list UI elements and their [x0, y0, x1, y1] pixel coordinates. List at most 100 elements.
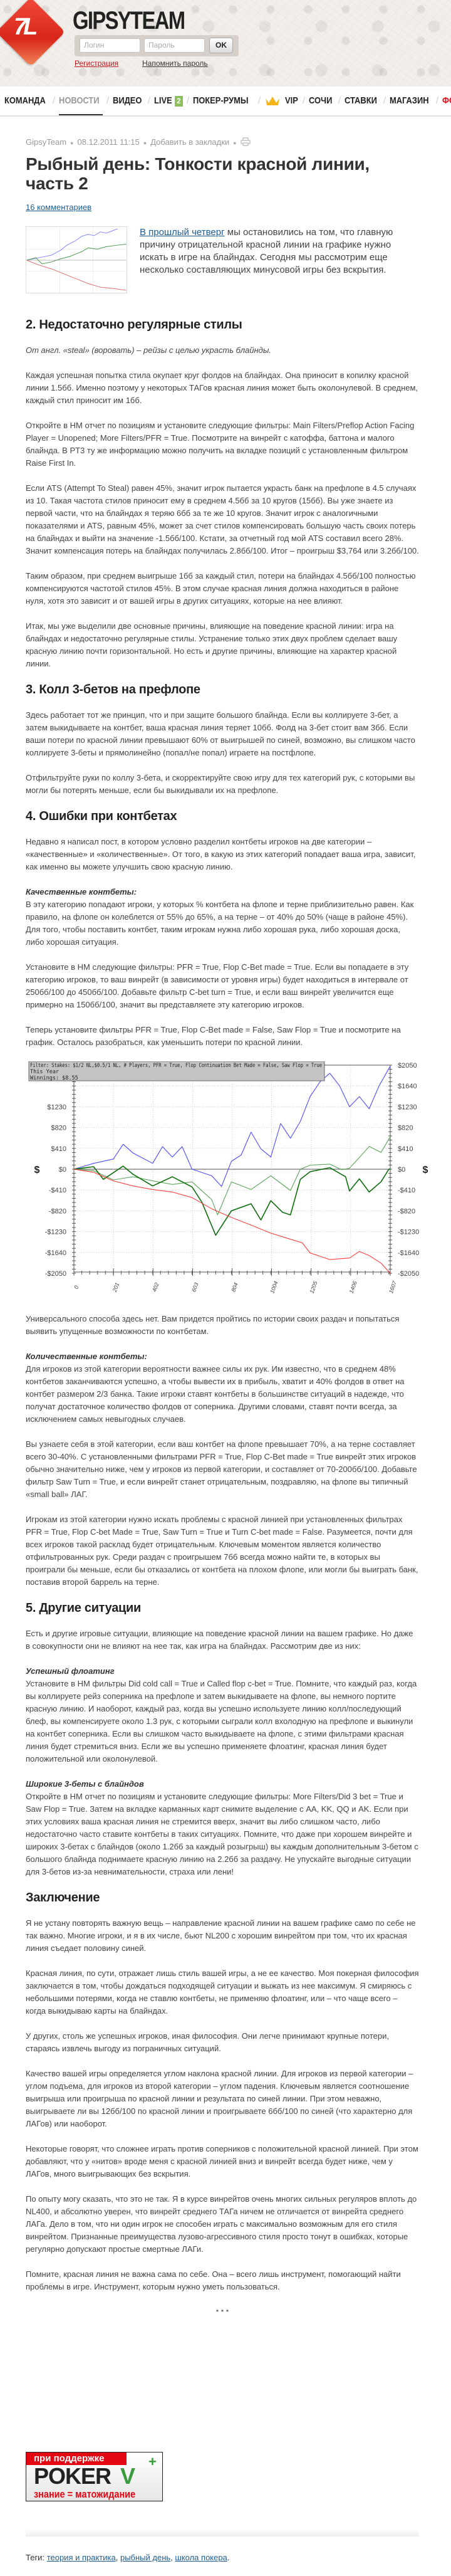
page-title: Рыбный день: Тонкости красной линии, час… [26, 154, 370, 193]
tag-link[interactable]: теория и практика [46, 2553, 116, 2562]
section-heading: 5. Другие ситуации [26, 1601, 142, 1615]
section-heading: 2. Недостаточно регулярные стилы [26, 318, 242, 332]
nav-shop[interactable]: МАГАЗИН [390, 95, 429, 106]
nav-team[interactable]: КОМАНДА [4, 95, 46, 106]
banner-brand-v: V [120, 2463, 136, 2489]
subsection: Широкие 3-беты с блайндов Откройте в HM о… [26, 1778, 419, 1878]
y-tick-label-right: -$1230 [398, 1229, 419, 1236]
subsection-heading: Широкие 3-беты с блайндов [26, 1779, 144, 1789]
paragraph: Таким образом, при среднем выигрыше 1бб … [26, 571, 416, 606]
paragraph: Если ATS (Attempt To Steal) равен 45%, з… [26, 483, 419, 555]
chart-tooltip: Filter: Stakes: $1/2 NL,$0.5/1 NL, # Pla… [28, 1061, 325, 1081]
nav-separator: / [383, 95, 386, 106]
nav-separator: / [436, 95, 439, 106]
y-tick-label-right: -$820 [398, 1207, 415, 1215]
article-body: В прошлый четверг мы остановились на том… [26, 226, 433, 2318]
publish-date: 08.12.2011 11:15 [77, 137, 140, 147]
nav-separator: / [187, 95, 190, 106]
tooltip-box [28, 1061, 325, 1081]
author-link[interactable]: GipsyTeam [26, 137, 67, 147]
tag-link[interactable]: школа покера [175, 2553, 227, 2562]
remind-password-link[interactable]: Напомнить пароль [142, 59, 208, 68]
y-tick-label-right: -$410 [398, 1187, 415, 1194]
y-tick-label-right: $1230 [398, 1103, 417, 1111]
paragraph: Красная линия, по сути, отражает лишь ст… [26, 1969, 419, 2016]
subsection-heading: Количественные контбеты: [26, 1352, 147, 1361]
series-line-red [73, 1169, 391, 1274]
paragraph: Недавно я написал пост, в котором условн… [26, 837, 416, 871]
subsection-heading: Успешный флоатинг [26, 1666, 115, 1676]
comments-link[interactable]: 16 комментариев [26, 202, 92, 212]
live-count-badge: 2 [175, 96, 183, 107]
y-tick-label-right: -$1640 [398, 1249, 419, 1257]
section-heading: 3. Колл 3-бетов на префлопе [26, 683, 200, 697]
paragraph: Есть и другие игровые ситуации, влияющие… [26, 1629, 413, 1651]
nav-forum[interactable]: ФО [442, 95, 451, 106]
paragraph: Отфильтруйте руки по коллу 3-бета, и ско… [26, 773, 415, 795]
x-tick-label: 0 [73, 1285, 80, 1290]
y-tick-label-left: $410 [51, 1145, 66, 1153]
nav-video[interactable]: ВИДЕО [113, 95, 142, 106]
tag-link[interactable]: рыбный день [120, 2553, 171, 2562]
y-tick-label-right: $410 [398, 1145, 413, 1153]
tooltip-line: Winnings: $8.55 [30, 1075, 78, 1081]
paragraph: Каждая успешная попытка стила окупает кр… [26, 371, 418, 405]
nav-separator: / [303, 95, 306, 106]
pokerv-sponsor-banner[interactable]: при поддержке POKER V + знание = матожид… [26, 2452, 163, 2501]
paragraph: Помните, красная линия не важна сама по … [26, 2269, 401, 2291]
y-tick-label-left: -$820 [49, 1207, 66, 1215]
subsection-text: Установите в HM фильтры Did cold call = … [26, 1679, 417, 1764]
y-axis-title-right: $ [423, 1165, 428, 1175]
nav-news[interactable]: НОВОСТИ [59, 95, 100, 106]
nav-live[interactable]: LIVE [154, 95, 172, 106]
section-heading: Заключение [26, 1891, 100, 1905]
nav-active-indicator [59, 114, 103, 115]
tooltip-line: This Year [30, 1069, 59, 1075]
y-tick-label-left: $820 [51, 1125, 66, 1132]
password-input[interactable]: Пароль [144, 38, 205, 53]
paragraph: Здесь работает тот же принцип, что и при… [26, 710, 415, 757]
winnings-graph: $2050 $1640 $1230 $1230 $820 $820 $410 $410 $0 $0… [26, 1061, 433, 1296]
y-tick-label-right: $1640 [398, 1083, 417, 1090]
register-link[interactable]: Регистрация [75, 59, 119, 68]
divider [26, 2529, 419, 2537]
series-line-light-green [73, 1136, 391, 1216]
paragraph: Универсального способа здесь нет. Вам пр… [26, 1314, 400, 1336]
subsection: Количественные контбеты: Для игроков из э… [26, 1350, 419, 1426]
meta-dot: ● [70, 139, 74, 146]
login-input[interactable]: Логин [80, 38, 140, 53]
intro-text: В прошлый четверг мы остановились на том… [26, 226, 419, 276]
nav-separator: / [338, 95, 341, 106]
subsection-text: Откройте в HM отчет по позициям и устано… [26, 1792, 418, 1876]
winnings-chart: $2050 $1640 $1230 $1230 $820 $820 $410 $410 $0 $0… [26, 1061, 433, 1296]
bookmark-link[interactable]: Добавить в закладки [150, 137, 230, 147]
previous-article-link[interactable]: В прошлый четверг [140, 227, 225, 238]
subsection-text: Для игроков из этой категории вероятност… [26, 1364, 405, 1424]
nav-bets[interactable]: СТАВКИ [345, 95, 377, 106]
printer-icon[interactable] [241, 137, 251, 146]
x-tick-label: 603 [190, 1282, 200, 1293]
paragraph: Вы узнаете себя в этой категории, если в… [26, 1439, 417, 1499]
y-tick-label-right: -$2050 [398, 1270, 419, 1278]
main-nav: КОМАНДА / НОВОСТИ / ВИДЕО / LIVE 2 / ПОК… [0, 87, 451, 117]
paragraph: Я не устану повторять важную вещь – напр… [26, 1918, 416, 1953]
section-separator: * * * [215, 2308, 229, 2316]
nav-vip[interactable]: VIP [285, 95, 298, 106]
banner-plus: + [148, 2454, 157, 2469]
y-tick-label-right: $0 [398, 1166, 405, 1174]
login-ok-button[interactable]: OK [209, 38, 233, 53]
tags: Теги: теория и практика, рыбный день, шк… [26, 2553, 230, 2562]
paragraph: Некоторые говорят, что сложнее играть пр… [26, 2144, 418, 2179]
brand-name[interactable]: GIPSYTEAM [73, 7, 185, 34]
nav-sochi[interactable]: СОЧИ [309, 95, 333, 106]
series-line-dark-green [73, 1165, 391, 1236]
site-header: 7L GIPSYTEAM Логин Пароль OK Регистрация… [0, 0, 451, 87]
paragraph: Итак, мы уже выделили две основные причи… [26, 621, 398, 668]
paragraph: Качество вашей игры определяется углом н… [26, 2069, 413, 2128]
meta-dot: ● [143, 139, 147, 146]
intro-body: мы остановились на том, что главную прич… [140, 227, 393, 275]
paragraph: По опыту могу сказать, что это не так. Я… [26, 2194, 417, 2254]
nav-poker-rooms[interactable]: ПОКЕР-РУМЫ [193, 95, 249, 106]
definition-note: От англ. «steal» (воровать) – рейзы с це… [26, 345, 272, 355]
meta-dot: ● [233, 139, 237, 146]
